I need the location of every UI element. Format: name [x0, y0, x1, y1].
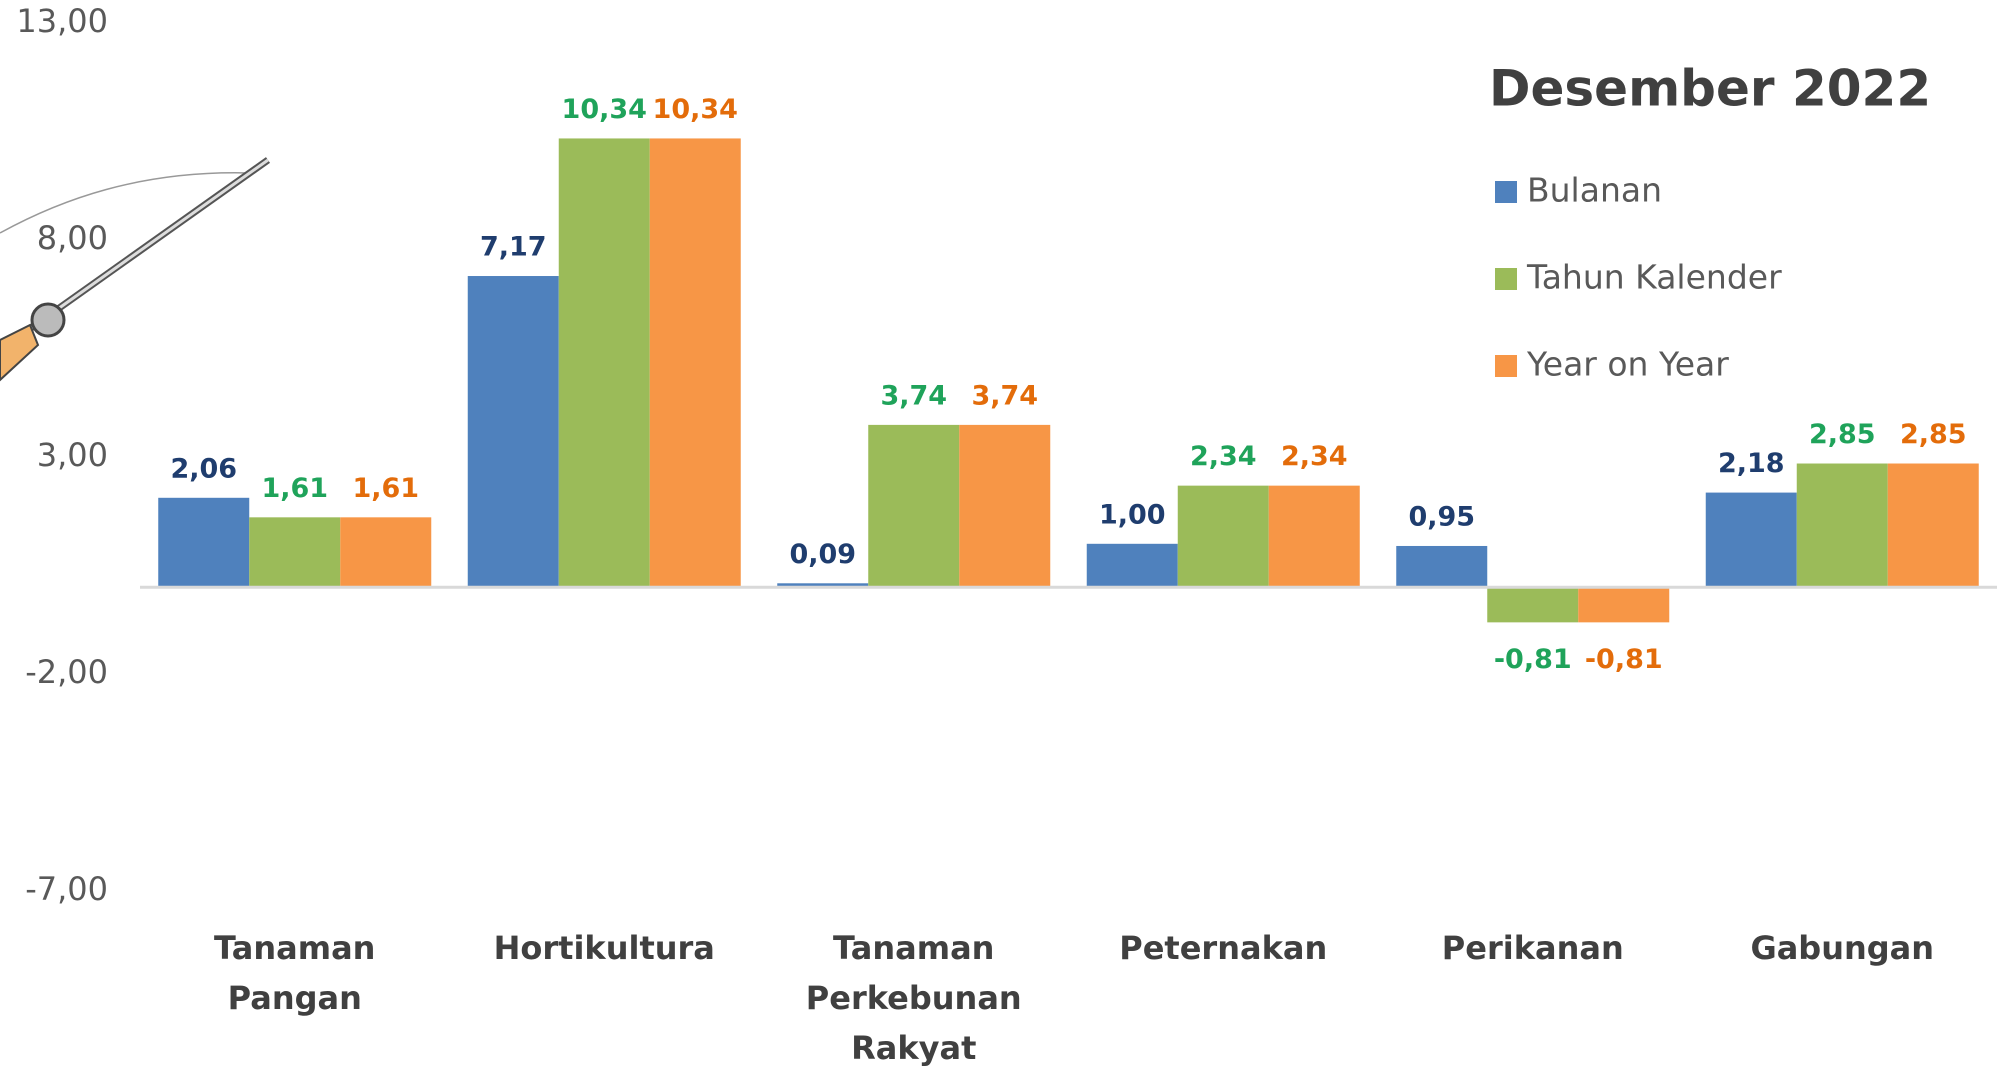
- data-label: 1,61: [261, 473, 328, 504]
- legend-label: Year on Year: [1526, 345, 1729, 384]
- bar: [1888, 464, 1979, 588]
- data-label: 2,18: [1718, 448, 1785, 479]
- data-label: -0,81: [1494, 644, 1572, 675]
- y-tick-label: -2,00: [25, 653, 108, 691]
- data-label: 1,00: [1099, 499, 1166, 530]
- bar: [340, 517, 431, 587]
- fishing-rod-illustration: [0, 160, 268, 380]
- data-label: -0,81: [1585, 644, 1663, 675]
- bar: [868, 425, 959, 587]
- bar: [249, 517, 340, 587]
- bar: [468, 276, 559, 587]
- bar: [959, 425, 1050, 587]
- data-label: 2,06: [170, 453, 237, 484]
- bar: [1797, 464, 1888, 588]
- data-label: 7,17: [480, 232, 547, 263]
- bar: [1396, 546, 1487, 587]
- bar: [1087, 544, 1178, 587]
- chart-title: Desember 2022: [1489, 60, 1931, 118]
- x-tick-label: Tanaman Pangan: [165, 923, 425, 1023]
- data-label: 1,61: [352, 473, 419, 504]
- data-label: 3,74: [880, 380, 947, 411]
- data-label: 3,74: [971, 380, 1038, 411]
- data-label: 0,95: [1408, 501, 1475, 532]
- bar: [1706, 493, 1797, 588]
- bar: [1578, 587, 1669, 622]
- legend-swatch: [1495, 181, 1517, 203]
- y-tick-label: -7,00: [25, 870, 108, 908]
- x-tick-label: Peternakan: [1093, 923, 1353, 973]
- x-tick-label: Hortikultura: [474, 923, 734, 973]
- x-tick-label: Tanaman Perkebunan Rakyat: [784, 923, 1044, 1073]
- data-label: 10,34: [653, 94, 738, 125]
- data-label: 10,34: [562, 94, 647, 125]
- x-tick-label: Gabungan: [1712, 923, 1972, 973]
- y-tick-label: 13,00: [16, 2, 108, 40]
- chart: Desember 2022 -7,00 -2,00 3,00 8,00 13,00 2,0…: [0, 0, 1997, 1063]
- bar: [158, 498, 249, 587]
- data-label: 2,34: [1190, 441, 1257, 472]
- y-tick-label: 3,00: [37, 436, 108, 474]
- legend-swatch: [1495, 268, 1517, 290]
- data-label: 2,85: [1809, 419, 1876, 450]
- bar: [1178, 486, 1269, 588]
- y-tick-label: 8,00: [37, 219, 108, 257]
- data-label: 0,09: [789, 539, 856, 570]
- page: Desember 2022 -7,00 -2,00 3,00 8,00 13,00 2,0…: [0, 0, 1997, 1063]
- bar: [650, 138, 741, 587]
- bar: [1487, 587, 1578, 622]
- data-label: 2,85: [1900, 419, 1967, 450]
- legend-swatch: [1495, 355, 1517, 377]
- bar: [559, 138, 650, 587]
- x-tick-label: Perikanan: [1403, 923, 1663, 973]
- data-label: 2,34: [1281, 441, 1348, 472]
- legend-label: Tahun Kalender: [1526, 258, 1782, 297]
- bar: [1269, 486, 1360, 588]
- legend-label: Bulanan: [1527, 171, 1662, 210]
